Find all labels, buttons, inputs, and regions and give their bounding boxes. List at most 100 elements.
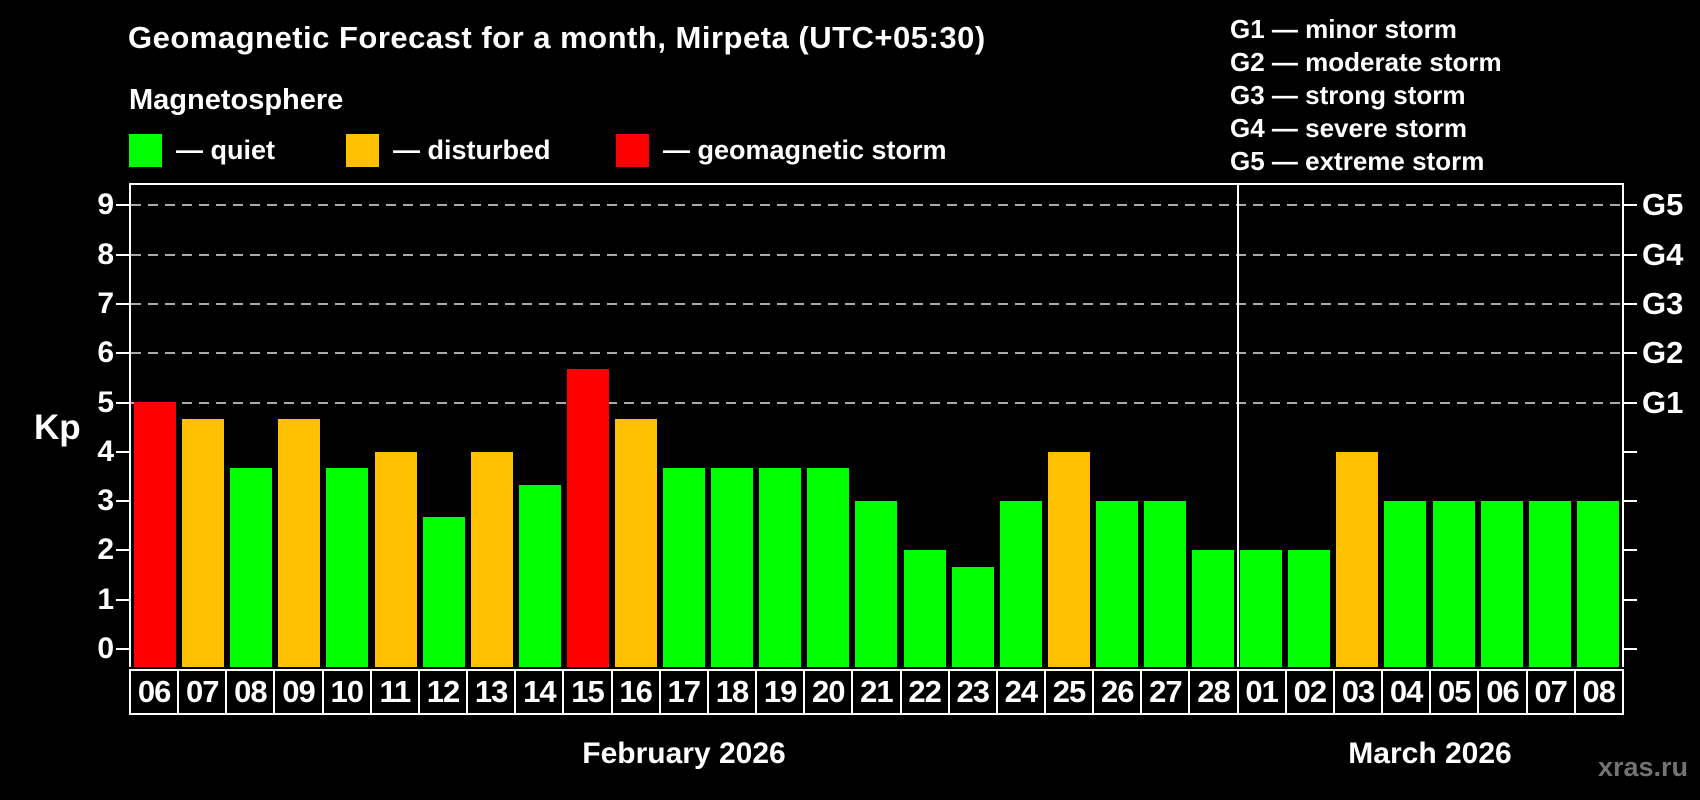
day-label-cell: 25: [1043, 669, 1095, 715]
bar-slot-27: [1141, 185, 1189, 667]
plot-area: [116, 183, 1637, 667]
bar-slot-09: [275, 185, 323, 667]
y-tick-label: 2: [97, 533, 114, 567]
y-axis-title: Kp: [34, 408, 81, 447]
bar-day-11-kp-4: [374, 452, 417, 667]
bar-day-09-kp-4.67: [278, 419, 321, 667]
g-scale-label: G3: [1642, 285, 1684, 321]
day-label-cell: 24: [995, 669, 1046, 715]
y-tick-label: 6: [97, 336, 114, 370]
day-label-cell: 08: [225, 669, 276, 715]
g-legend-line: G1 — minor storm: [1230, 14, 1457, 44]
y-tick-left-8: [116, 253, 129, 256]
bar-day-23-kp-1.67: [951, 567, 994, 667]
bar-slot-06: [131, 185, 179, 667]
y-tick-right-2: [1624, 549, 1637, 552]
day-label-cell: 05: [1429, 669, 1480, 715]
bar-slot-14: [516, 185, 564, 667]
bar-slot-24: [997, 185, 1045, 667]
month-separator: [1237, 185, 1239, 667]
y-tick-left-6: [116, 352, 129, 355]
legend-item-storm: — geomagnetic storm: [616, 133, 947, 167]
g-scale-label: G5: [1642, 187, 1684, 223]
day-label-cell: 08: [1573, 669, 1624, 715]
bar-day-02-kp-2: [1288, 550, 1331, 667]
bar-slot-01: [1237, 185, 1285, 667]
y-tick-label: 3: [97, 484, 114, 518]
bar-day-08-kp-3: [1576, 501, 1619, 667]
gridline-kp7: [131, 302, 1622, 305]
bar-slot-04: [1381, 185, 1429, 667]
day-label-cell: 15: [562, 669, 613, 715]
y-tick-left-0: [116, 648, 129, 650]
bar-slot-21: [852, 185, 900, 667]
bar-slot-19: [756, 185, 804, 667]
bar-slot-18: [708, 185, 756, 667]
day-label-cell: 12: [417, 669, 469, 715]
bar-slot-07: [179, 185, 227, 667]
bar-day-01-kp-2: [1240, 550, 1283, 667]
bar-day-22-kp-2: [903, 550, 946, 667]
bar-day-03-kp-4: [1336, 452, 1379, 667]
day-label-cell: 07: [177, 669, 228, 715]
bar-slot-22: [901, 185, 949, 667]
bar-day-08-kp-3.67: [230, 468, 273, 667]
y-tick-right-9: [1624, 204, 1637, 207]
chart-title: Geomagnetic Forecast for a month, Mirpet…: [128, 20, 986, 55]
day-label-cell: 14: [514, 669, 565, 715]
y-tick-label: 8: [97, 237, 114, 271]
bar-slot-10: [323, 185, 371, 667]
y-tick-label: 4: [97, 434, 114, 468]
bar-slot-02: [1285, 185, 1333, 667]
day-label-cell: 06: [129, 669, 180, 715]
day-label-cell: 11: [369, 669, 420, 715]
bar-day-25-kp-4: [1047, 452, 1090, 667]
bar-day-16-kp-4.67: [614, 419, 657, 667]
bar-day-20-kp-3.67: [807, 468, 850, 667]
y-tick-left-3: [116, 500, 129, 503]
day-label-cell: 07: [1525, 669, 1576, 715]
day-label-cell: 06: [1477, 669, 1528, 715]
day-label-cell: 18: [706, 669, 758, 715]
g-legend-line: G4 — severe storm: [1230, 113, 1468, 143]
day-label-cell: 21: [851, 669, 902, 715]
y-tick-label: 0: [97, 632, 114, 665]
chart-subtitle: Magnetosphere: [129, 84, 344, 116]
legend-item-quiet: — quiet: [129, 133, 275, 167]
bar-slot-28: [1189, 185, 1237, 667]
y-tick-label: 5: [97, 385, 114, 419]
bar-day-10-kp-3.67: [326, 468, 369, 667]
bar-day-06-kp-3: [1480, 501, 1523, 667]
gridline-kp9: [131, 204, 1622, 207]
bar-slot-08: [227, 185, 275, 667]
day-label-cell: 02: [1284, 669, 1335, 715]
g-scale-label: G4: [1642, 236, 1684, 272]
gridline-kp5: [131, 401, 1622, 404]
day-label-cell: 04: [1381, 669, 1432, 715]
bar-day-07-kp-4.67: [182, 419, 225, 667]
day-label-cell: 27: [1140, 669, 1191, 715]
bar-day-14-kp-3.33: [518, 485, 561, 667]
y-tick-right-1: [1624, 598, 1637, 601]
legend-swatch-disturbed: [346, 133, 379, 167]
day-label-cell: 01: [1236, 669, 1287, 715]
bar-day-26-kp-3: [1095, 501, 1138, 667]
bar-day-28-kp-2: [1192, 550, 1235, 667]
bar-day-24-kp-3: [999, 501, 1042, 667]
bar-slot-03: [1333, 185, 1381, 667]
day-label-cell: 16: [610, 669, 661, 715]
y-tick-right-5: [1624, 401, 1637, 404]
y-tick-right-8: [1624, 253, 1637, 256]
bar-slot-11: [371, 185, 419, 667]
day-label-cell: 28: [1188, 669, 1239, 715]
bar-day-12-kp-2.67: [422, 517, 465, 667]
bar-slot-25: [1045, 185, 1093, 667]
day-label-cell: 19: [755, 669, 806, 715]
bar-slot-06: [1478, 185, 1526, 667]
bars-container: [131, 185, 1622, 667]
bar-slot-16: [612, 185, 660, 667]
legend-label: — quiet: [176, 134, 275, 165]
day-label-cell: 09: [273, 669, 324, 715]
y-tick-right-7: [1624, 302, 1637, 305]
